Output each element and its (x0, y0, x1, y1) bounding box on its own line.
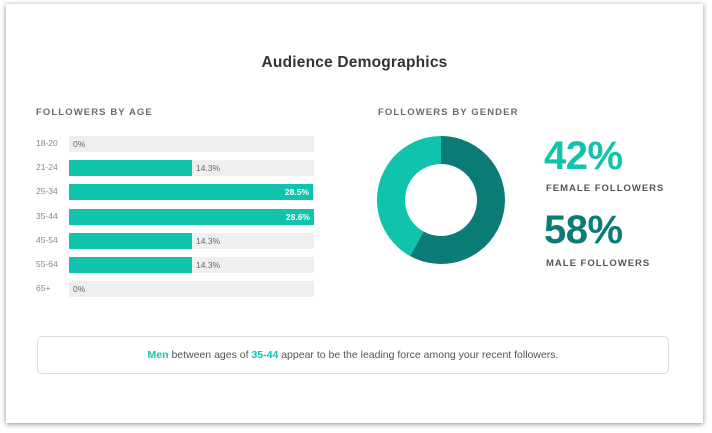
age-bar-track: 0% (69, 281, 314, 298)
age-bar-value: 28.5% (284, 187, 309, 198)
age-bar-track: 28.5% (69, 184, 314, 201)
age-bar-value: 14.3% (196, 235, 221, 246)
insight-text-2: appear to be the leading force among you… (278, 349, 559, 361)
age-bar-value: 0% (73, 139, 86, 149)
age-category-label: 18-20 (36, 138, 58, 148)
female-percent: 42% (544, 134, 623, 178)
age-bar-value: 14.3% (196, 163, 221, 174)
age-bar (69, 160, 192, 177)
age-bar-row: 55-64 14.3% (36, 257, 326, 273)
gender-donut-chart (377, 136, 505, 264)
gender-chart-title: FOLLOWERS BY GENDER (378, 107, 519, 118)
donut-slice (410, 136, 505, 264)
male-caption: MALE FOLLOWERS (546, 258, 651, 269)
insight-gender: Men (147, 349, 169, 361)
age-bar-value: 14.3% (196, 260, 221, 270)
age-category-label: 55-64 (36, 259, 58, 269)
age-bar (69, 184, 313, 201)
age-bar-track: 14.3% (69, 160, 314, 177)
demographics-card: Audience Demographics FOLLOWERS BY AGE 1… (6, 4, 703, 423)
age-bar-row: 18-20 0% (36, 136, 326, 152)
age-bar (69, 232, 192, 249)
age-bar-value: 28.6% (285, 211, 310, 222)
age-bar-row: 65+ 0% (36, 281, 326, 298)
age-category-label: 21-24 (36, 162, 58, 173)
age-bar-row: 25-34 28.5% (36, 184, 326, 201)
age-chart-title: FOLLOWERS BY AGE (36, 107, 153, 118)
female-caption: FEMALE FOLLOWERS (546, 183, 665, 194)
age-category-label: 45-54 (36, 234, 58, 245)
age-category-label: 25-34 (36, 186, 58, 197)
age-bar-row: 21-24 14.3% (36, 160, 326, 177)
age-category-label: 35-44 (36, 210, 58, 221)
male-percent: 58% (544, 208, 623, 252)
donut-slice (377, 136, 441, 257)
age-category-label: 65+ (36, 283, 51, 294)
insight-text-1: between ages of (168, 349, 252, 361)
age-bar-track: 0% (69, 136, 314, 152)
age-bar-track: 14.3% (69, 257, 314, 273)
age-bar-row: 35-44 28.6% (36, 208, 326, 225)
age-bar-value: 0% (73, 284, 86, 295)
page-title: Audience Demographics (261, 54, 448, 71)
insight-age: 35-44 (251, 349, 279, 361)
insight-box: Men between ages of 35-44 appear to be t… (37, 336, 669, 374)
age-bar-track: 14.3% (69, 232, 314, 249)
age-bar (69, 257, 192, 273)
age-bar-track: 28.6% (69, 208, 314, 225)
age-bar (69, 208, 314, 225)
age-bar-row: 45-54 14.3% (36, 232, 326, 249)
